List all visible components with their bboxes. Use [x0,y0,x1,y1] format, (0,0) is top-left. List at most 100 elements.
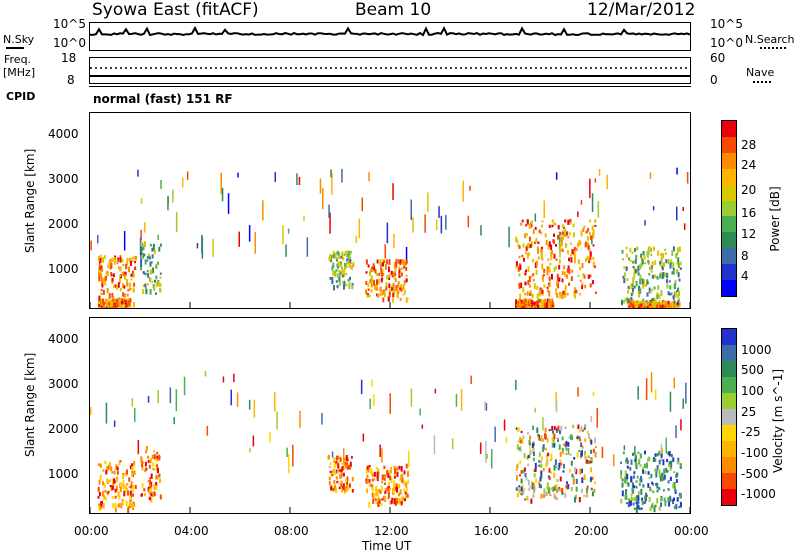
echo-cell [376,288,379,291]
echo-cell [398,269,401,274]
echo-cell [549,458,552,462]
echo-cell [140,247,143,254]
echo-cell [628,257,630,261]
vel-ytick-2000: 2000 [48,422,79,436]
echo-cell [383,465,386,469]
vel-cbar-tick-1000: 1000 [741,343,772,357]
echo-cell [640,478,643,483]
echo-cell [571,473,574,478]
echo-cell [635,280,638,287]
echo-cell [113,260,116,265]
echo-cell [351,265,353,270]
echo-cell [113,302,116,306]
vel-ytick-1000: 1000 [48,467,79,481]
echo-cell [660,271,663,278]
echo-cell [542,444,545,451]
echo-cell [148,489,151,495]
echo-cell [332,487,335,492]
echo-cell [149,289,152,295]
echo-cell [130,481,133,485]
colorbar-cell [722,136,736,153]
echo-cell [381,269,384,273]
freq-unit: [MHz] [3,66,36,79]
echo-cell [393,472,396,477]
vel-cbar-tick-m100: -100 [741,446,769,460]
echo-cell [678,246,681,253]
echo-cell [390,270,393,275]
echo-cell [398,492,401,497]
echo-cell [663,300,666,304]
echo-cell [375,485,378,489]
echo-cell [339,474,342,479]
echo-cell [390,477,393,483]
echo-cell [538,483,541,488]
echo-cell [155,485,158,491]
echo-cell [132,506,135,510]
echo-cell [342,483,345,488]
echo-cell [102,289,105,295]
echo-cell [99,506,102,510]
echo-cell [116,259,119,265]
echo-cell [125,263,128,270]
vel-cbar-tick-m25: -25 [741,425,761,439]
echo-cell [534,462,537,469]
echo-cell [638,294,640,298]
echo-cell [401,477,404,484]
echo-cell [329,277,332,280]
echo-cell [567,219,570,225]
echo-cell [566,274,568,279]
echo-cell [539,476,542,482]
echo-cell [365,259,368,265]
echo-streak [306,237,309,257]
echo-cell [538,452,541,457]
echo-cell [584,450,586,456]
echo-cell [541,263,544,270]
echo-cell [391,497,394,501]
echo-cell [549,494,552,497]
echo-cell [666,272,669,279]
echo-cell [561,488,564,493]
echo-cell [529,292,532,296]
echo-streak [358,218,361,239]
echo-cell [149,243,152,247]
echo-cell [387,470,390,473]
echo-cell [390,466,393,471]
echo-cell [633,285,636,289]
echo-cell [101,491,104,497]
echo-cell [98,301,100,306]
echo-cell [526,219,529,223]
echo-cell [588,260,591,264]
echo-cell [636,302,639,306]
echo-cell [393,498,396,505]
echo-cell [583,274,586,279]
echo-streak [299,410,301,428]
echo-cell [405,297,408,303]
echo-cell [546,482,549,488]
echo-cell [589,274,592,278]
echo-cell [517,266,520,272]
vel-ytick-3000: 3000 [48,377,79,391]
echo-cell [662,476,665,481]
echo-cell [569,242,572,245]
echo-cell [554,292,557,295]
echo-cell [547,258,550,262]
echo-cell [546,438,549,443]
echo-cell [405,262,407,265]
echo-cell [678,278,681,282]
echo-cell [675,254,677,259]
echo-cell [540,463,543,469]
echo-streak [594,178,597,183]
echo-cell [369,280,372,284]
echo-cell [556,275,559,282]
echo-cell [370,281,373,288]
echo-cell [365,271,368,274]
echo-cell [377,498,380,502]
echo-cell [632,280,635,283]
echo-cell [381,474,384,481]
echo-cell [665,259,668,264]
echo-cell [522,287,525,293]
echo-cell [156,475,159,480]
echo-cell [341,251,344,257]
echo-cell [114,284,117,288]
echo-cell [123,490,126,497]
